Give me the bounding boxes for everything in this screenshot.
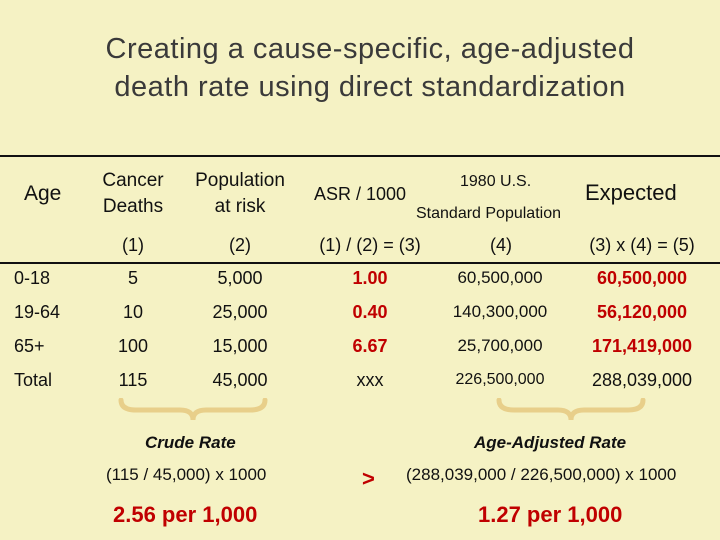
row-age: Total xyxy=(14,370,53,390)
row-std-pop: 140,300,000 xyxy=(452,302,548,321)
header-std-pop-year: 1980 U.S. xyxy=(460,173,532,190)
formula-col4: (4) xyxy=(490,235,512,255)
title-line-2: death rate using direct standardization xyxy=(114,71,626,103)
row-std-pop: 226,500,000 xyxy=(455,371,545,388)
formula-col3: (1) / (2) = (3) xyxy=(319,235,421,255)
row-age: 65+ xyxy=(14,336,45,356)
table-top-rule xyxy=(0,155,720,157)
row-asr: xxx xyxy=(356,370,384,390)
header-cancer-deaths: Cancer Deaths xyxy=(102,170,164,217)
row-std-pop: 25,700,000 xyxy=(457,336,543,355)
row-deaths: 10 xyxy=(122,302,144,322)
formula-col5: (3) x (4) = (5) xyxy=(589,235,695,255)
header-asr: ASR / 1000 xyxy=(314,184,407,204)
page-title: Creating a cause-specific, age-adjusted … xyxy=(0,30,720,106)
crude-brace-icon xyxy=(118,398,268,421)
row-population: 15,000 xyxy=(212,336,268,356)
header-population: Population at risk xyxy=(195,170,285,217)
row-population: 25,000 xyxy=(212,302,268,322)
row-asr: 0.40 xyxy=(352,302,388,322)
crude-rate-label: Crude Rate xyxy=(145,433,236,452)
header-expected: Expected xyxy=(585,180,677,205)
table-header-rule xyxy=(0,262,720,264)
crude-rate-formula: (115 / 45,000) x 1000 xyxy=(106,465,267,484)
row-std-pop: 60,500,000 xyxy=(457,268,543,287)
row-expected: 171,419,000 xyxy=(591,336,693,356)
header-std-pop: Standard Population xyxy=(416,205,561,222)
row-asr: 1.00 xyxy=(352,268,388,288)
comparison-symbol: > xyxy=(362,466,375,491)
row-population: 5,000 xyxy=(217,268,263,288)
row-expected: 288,039,000 xyxy=(591,370,693,390)
row-population: 45,000 xyxy=(212,370,268,390)
row-deaths: 100 xyxy=(117,336,149,356)
formula-col2: (2) xyxy=(229,235,251,255)
crude-rate-result: 2.56 per 1,000 xyxy=(113,502,258,527)
adjusted-brace-icon xyxy=(496,398,646,421)
title-line-1: Creating a cause-specific, age-adjusted xyxy=(105,33,635,65)
adjusted-rate-label: Age-Adjusted Rate xyxy=(474,433,627,452)
header-age: Age xyxy=(24,182,62,205)
row-age: 0-18 xyxy=(14,268,51,288)
row-expected: 56,120,000 xyxy=(596,302,688,322)
formula-col1: (1) xyxy=(122,235,144,255)
row-age: 19-64 xyxy=(14,302,61,322)
row-expected: 60,500,000 xyxy=(596,268,688,288)
adjusted-rate-formula: (288,039,000 / 226,500,000) x 1000 xyxy=(406,465,677,484)
row-deaths: 5 xyxy=(127,268,138,288)
row-deaths: 115 xyxy=(118,370,148,390)
row-asr: 6.67 xyxy=(352,336,388,356)
adjusted-rate-result: 1.27 per 1,000 xyxy=(478,502,623,527)
